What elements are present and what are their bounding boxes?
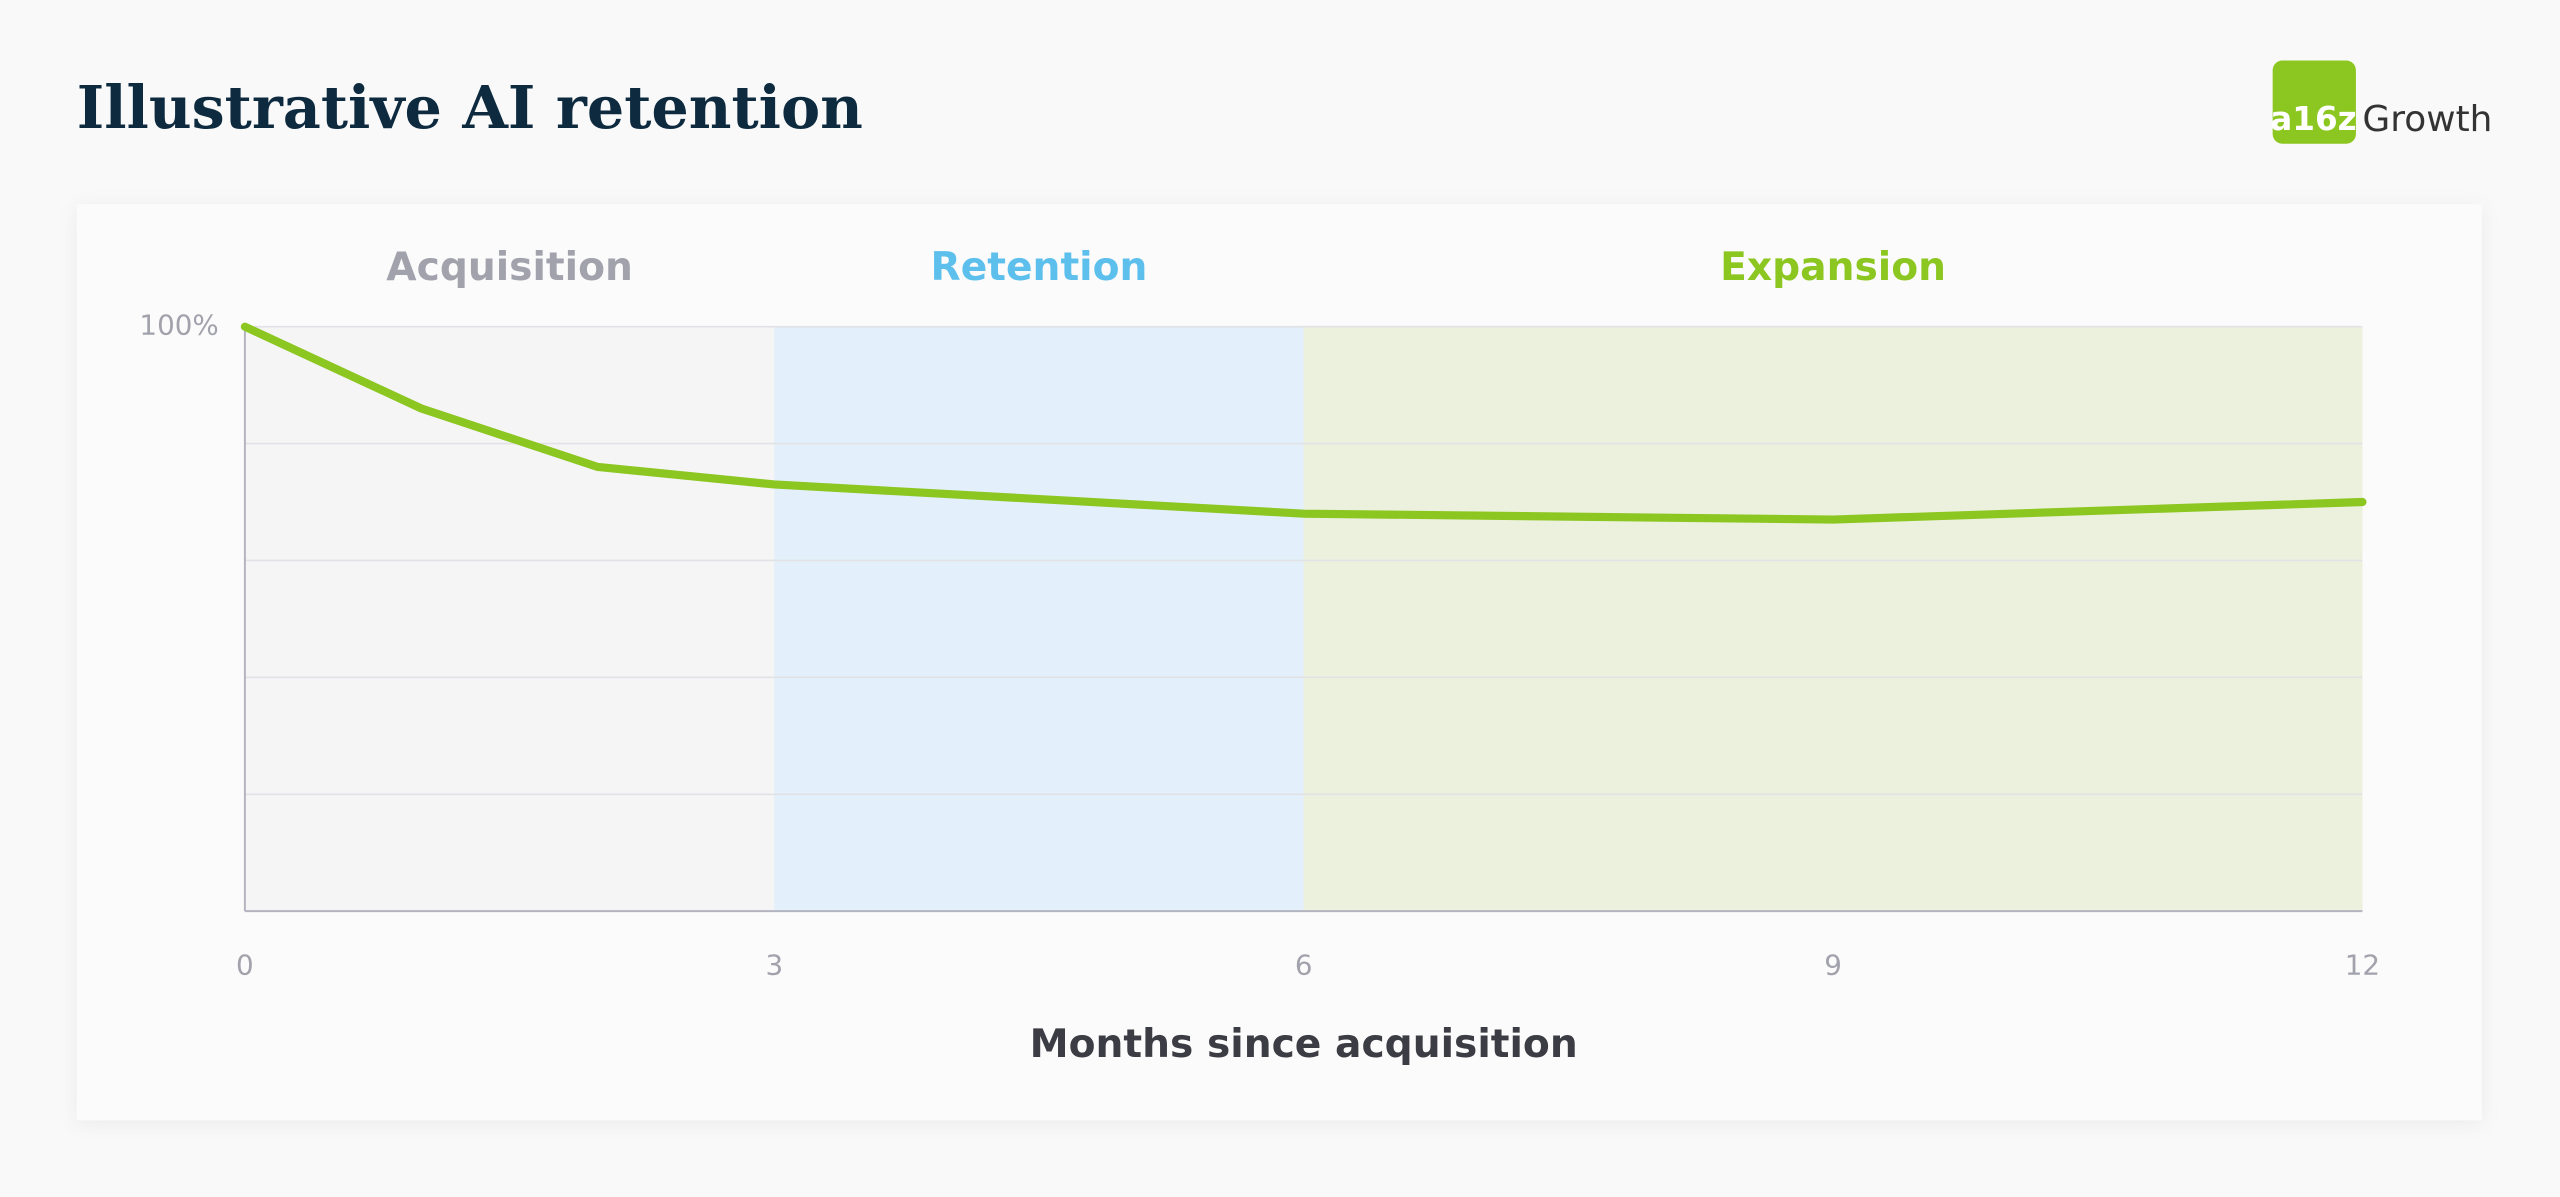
series-line xyxy=(240,322,2367,524)
x-tick-label: 3 xyxy=(765,949,783,982)
y-tick-label: 100% xyxy=(139,309,218,342)
x-tick-label: 9 xyxy=(1824,949,1842,982)
plot: Acquisition Retention Expansion 100% 0 3 6 9 12 M… xyxy=(139,245,2380,1067)
logo-mark-bg xyxy=(2272,60,2356,144)
phase-band xyxy=(1303,326,2363,912)
phase-label: Expansion xyxy=(1720,245,1946,290)
x-axis-title: Months since acquisition xyxy=(1030,1022,1578,1067)
logo-mark: a16z xyxy=(2270,100,2356,138)
page-title: Illustrative AI retention xyxy=(77,73,863,142)
phase-band xyxy=(244,326,775,912)
x-tick-label: 0 xyxy=(236,949,254,982)
phase-band xyxy=(774,326,1304,912)
phase-label: Retention xyxy=(931,245,1148,290)
logo-text: Growth xyxy=(2362,99,2492,140)
x-tick-label: 6 xyxy=(1295,949,1313,982)
phase-label: Acquisition xyxy=(386,245,633,290)
x-tick-label: 12 xyxy=(2345,949,2380,982)
